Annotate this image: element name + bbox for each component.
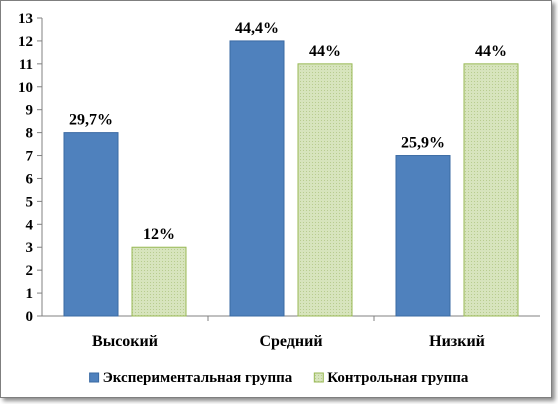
y-tick-label: 2 [26,263,34,279]
y-tick-label: 9 [26,103,34,119]
data-label: 44% [475,43,507,60]
y-tick-label: 5 [26,194,34,210]
data-label: 44,4% [235,20,279,37]
data-label: 29,7% [69,112,113,129]
x-tick-label: Низкий [429,333,485,350]
bar [463,63,519,317]
data-label: 44% [309,43,341,60]
y-tick-label: 12 [18,34,33,50]
bar [395,155,451,317]
legend-label: Контрольная группа [327,370,469,386]
y-tick-label: 0 [26,309,34,325]
y-tick-label: 13 [18,11,33,27]
y-tick-label: 1 [26,286,34,302]
x-tick-label: Высокий [92,333,158,350]
y-tick-label: 6 [26,171,34,187]
y-tick-label: 10 [18,80,33,96]
data-labels: 29,7% 12% 44,4% 44% 25,9% 44% [69,20,507,243]
y-tick-label: 8 [26,126,34,142]
data-label: 25,9% [401,135,445,152]
y-tick-label: 7 [26,149,34,165]
data-label: 12% [143,226,175,243]
legend-swatch [313,372,324,383]
legend-label: Экспериментальная группа [103,370,293,386]
y-tick-label: 11 [19,57,33,73]
legend: Экспериментальная группа Контрольная груп… [89,370,469,386]
y-tick-label: 3 [26,240,34,256]
legend-swatch [89,372,100,383]
bar [229,40,285,317]
bars [63,40,519,317]
bar [297,63,353,317]
x-tick-label: Средний [259,333,322,350]
bar [63,132,119,317]
y-tick-label: 4 [26,217,34,233]
bar [131,246,187,317]
